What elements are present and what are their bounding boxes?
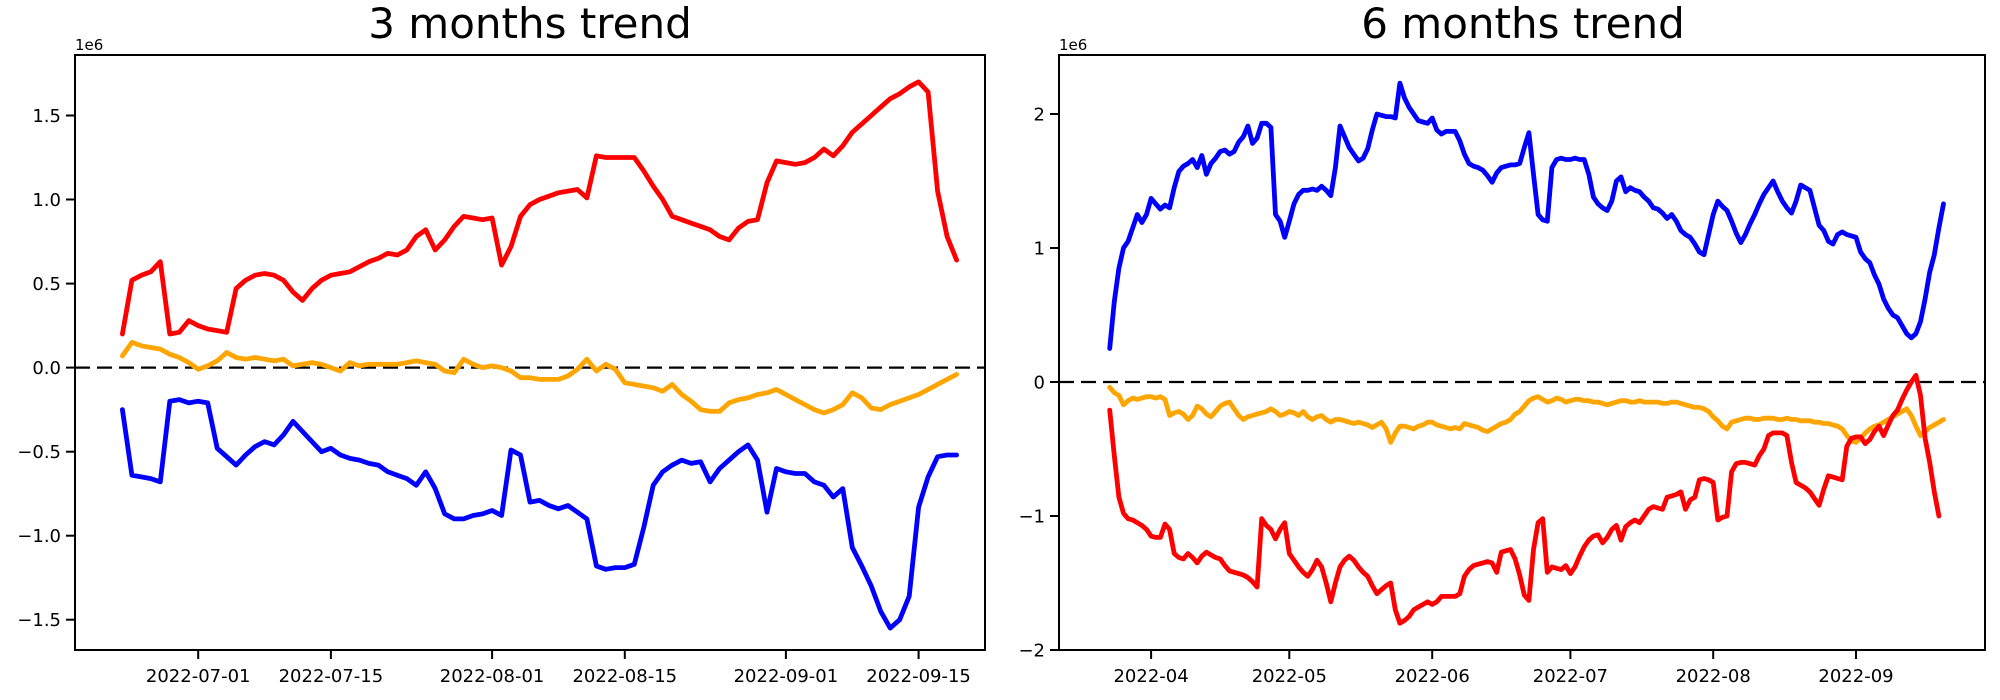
plot-border (1058, 54, 1986, 651)
x-tick-label: 2022-07 (1533, 666, 1608, 687)
x-tick-label: 2022-06 (1395, 666, 1470, 687)
y-tick-label: 1.5 (32, 106, 61, 127)
x-tick-label: 2022-08 (1676, 666, 1751, 687)
y-tick-label: −1.0 (17, 526, 61, 547)
orange-line (1107, 384, 1946, 445)
chart-title: 6 months trend (1361, 0, 1685, 48)
blue-line (1107, 80, 1946, 351)
y-tick-label: 0.0 (32, 358, 61, 379)
red-line (1107, 372, 1942, 626)
orange-line (120, 339, 959, 416)
x-tick-label: 2022-09-15 (866, 666, 971, 687)
x-tick-label: 2022-07-01 (146, 666, 251, 687)
y-tick-label: 0 (1034, 373, 1045, 394)
y-axis-offset-label: 1e6 (1059, 36, 1087, 54)
plot-area-6-months: 2022-04 2022-05 2022-06 2022-07 2022-08 2022-… (1018, 54, 1986, 687)
red-line (120, 79, 959, 337)
y-tick-label: −1.5 (17, 610, 61, 631)
blue-line (120, 397, 959, 631)
x-tick-label: 2022-05 (1252, 666, 1327, 687)
y-tick-label: −2 (1018, 641, 1045, 662)
x-tick-label: 2022-08-15 (572, 666, 677, 687)
plot-area-3-months: 2022-07-01 2022-07-15 2022-08-01 2022-08-15… (17, 54, 986, 687)
y-tick-label: 0.5 (32, 274, 61, 295)
chart-3-months-trend: 2022-07-01 2022-07-15 2022-08-01 2022-08-15… (17, 0, 986, 687)
x-tick-label: 2022-07-15 (279, 666, 384, 687)
chart-title: 3 months trend (368, 0, 692, 48)
x-tick-label: 2022-09 (1818, 666, 1893, 687)
x-tick-label: 2022-08-01 (440, 666, 545, 687)
x-tick-label: 2022-04 (1113, 666, 1188, 687)
y-tick-label: −0.5 (17, 442, 61, 463)
y-axis-offset-label: 1e6 (75, 36, 103, 54)
y-tick-label: 1 (1034, 239, 1045, 260)
y-tick-label: 2 (1034, 105, 1045, 126)
x-tick-label: 2022-09-01 (734, 666, 839, 687)
chart-6-months-trend: 2022-04 2022-05 2022-06 2022-07 2022-08 2022-… (1018, 0, 1986, 687)
y-tick-label: −1 (1018, 507, 1045, 528)
y-tick-label: 1.0 (32, 190, 61, 211)
plot-border (74, 54, 986, 651)
